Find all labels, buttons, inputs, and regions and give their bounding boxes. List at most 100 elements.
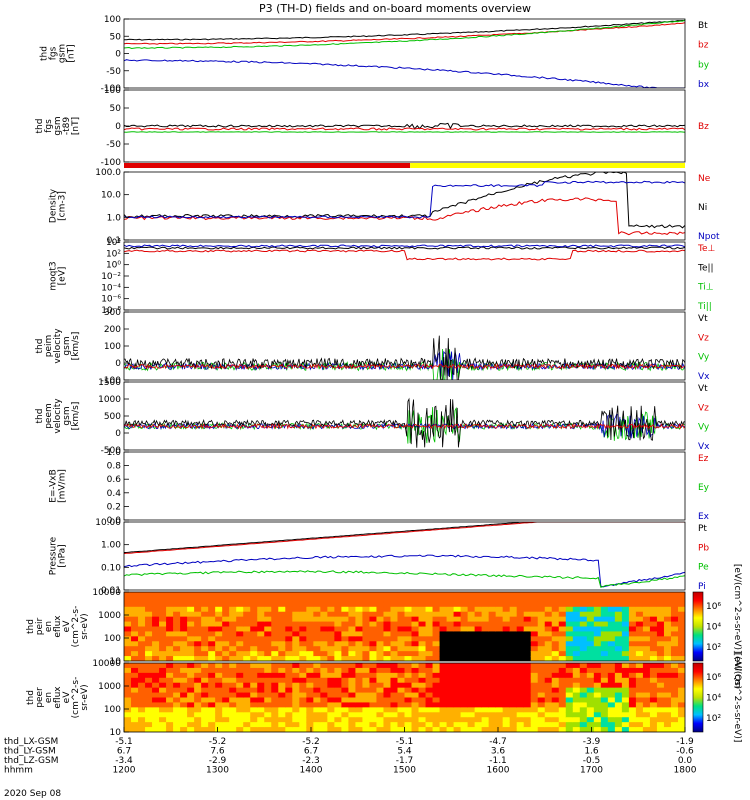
- x-tick-value: -1.9: [676, 737, 694, 747]
- legend-by: by: [698, 60, 710, 70]
- x-tick-value: -5.2: [209, 737, 227, 747]
- x-row-label: thd_LZ-GSM: [4, 756, 59, 766]
- x-tick-value: -0.5: [583, 756, 601, 766]
- colorbar-tick: 10⁴: [706, 623, 721, 633]
- panel-3-plot: [124, 172, 685, 235]
- legend-Bt: Bt: [698, 21, 708, 31]
- figure-title: P3 (TH-D) fields and on-board moments ov…: [259, 2, 531, 15]
- ylabel-line: [km/s]: [71, 402, 81, 431]
- panel-10-colorbar: 10⁶ 10⁴ 10² [eV/(cm^2-s-sr-eV)]: [693, 653, 742, 743]
- legend-Ex: Ex: [698, 512, 710, 522]
- y-tick-label: 1.0: [107, 448, 122, 458]
- ylabel-line: [mV/m]: [58, 469, 68, 503]
- y-tick-label: 100.0: [95, 168, 121, 178]
- y-tick-label: 10.00: [95, 518, 121, 528]
- x-tick-value: 3.6: [491, 747, 506, 757]
- y-tick-label: 10.0: [101, 191, 121, 201]
- legend-Ni: Ni: [698, 203, 707, 213]
- panel-5-frame: [124, 312, 685, 380]
- y-tick-label: 10²: [106, 249, 121, 259]
- y-tick-label: 100: [104, 634, 121, 644]
- legend-Vz: Vz: [698, 403, 709, 413]
- x-tick-value: 1200: [113, 766, 136, 776]
- y-tick-label: 10⁻⁴: [101, 283, 121, 293]
- panel-3: 100.0 10.0 1.0 0.1 Density [cm-3] Ne Ni Npot: [49, 168, 720, 246]
- y-tick-label: -50: [106, 67, 121, 77]
- x-tick-value: 1400: [300, 766, 323, 776]
- x-tick-value: -5.1: [396, 737, 414, 747]
- legend-Vt: Vt: [698, 314, 708, 324]
- panel-7-frame: [124, 452, 685, 520]
- panel-8-ylabel: Pressure [nPa]: [49, 536, 68, 575]
- panel-8-plot: [124, 522, 685, 587]
- series-Te-perp: [124, 250, 685, 260]
- panel-4-ylabel: moqt3 [eV]: [49, 261, 68, 290]
- legend-Ez: Ez: [698, 454, 709, 464]
- status-bar: [124, 163, 685, 168]
- y-tick-label: 0: [115, 50, 121, 60]
- x-row-label: thd_LX-GSM: [4, 737, 58, 747]
- legend-Vx: Vx: [698, 442, 710, 452]
- x-tick-value: 1.6: [584, 747, 599, 757]
- panel-5-plot: [124, 336, 685, 380]
- x-tick-value: -5.2: [302, 737, 320, 747]
- y-tick-label: 0.6: [107, 475, 122, 485]
- y-tick-label: 0.10: [101, 563, 121, 573]
- legend-Pb: Pb: [698, 543, 709, 553]
- x-tick-value: 5.4: [397, 747, 412, 757]
- y-tick-label: 100: [104, 705, 121, 715]
- y-tick-label: 0.8: [107, 462, 122, 472]
- legend-Vt: Vt: [698, 384, 708, 394]
- x-tick-value: -3.4: [115, 756, 133, 766]
- series-Te-par: [124, 247, 685, 249]
- legend-Pi: Pi: [698, 582, 706, 592]
- x-tick-value: 1800: [674, 766, 697, 776]
- y-tick-label: 1.00: [101, 541, 121, 551]
- colorbar-tick: 10⁶: [706, 673, 721, 683]
- ylabel-line: sr-eV): [80, 684, 90, 710]
- series-Vt: [124, 399, 685, 448]
- panel-4: 10⁴10²10⁰10⁻²10⁻⁴10⁻⁶10⁻⁸moqt3 [eV]Te⊥Te|…: [49, 238, 716, 316]
- x-tick-value: -1.7: [396, 756, 414, 766]
- y-tick-label: 1000: [98, 395, 121, 405]
- panel-9-plot: [124, 592, 686, 662]
- y-tick-label: 100: [104, 86, 121, 96]
- x-tick-value: 6.7: [304, 747, 318, 757]
- x-row-label: hhmm: [4, 766, 33, 776]
- y-tick-label: 10⁴: [106, 238, 121, 248]
- panel-4-plot: [124, 245, 685, 260]
- colorbar-label: [eV/(cm^2-s-sr-eV)]: [732, 653, 742, 743]
- colorbar-tick: 10²: [706, 714, 721, 724]
- x-tick-value: 1600: [487, 766, 510, 776]
- panel-6: 150010005000-500thd peem velocity gsm [km/s]…: [35, 378, 710, 456]
- legend-Pe: Pe: [698, 563, 709, 573]
- legend-Pt: Pt: [698, 524, 707, 534]
- y-tick-label: 0: [115, 359, 121, 369]
- y-tick-label: 0: [115, 122, 121, 132]
- panel-10: 10⁶ 10⁴ 10² [eV/(cm^2-s-sr-eV)] 10000 1000 100…: [26, 653, 742, 743]
- legend-bx: bx: [698, 80, 710, 90]
- legend-Ti⊥: Ti⊥: [697, 283, 714, 293]
- y-tick-label: -100: [101, 158, 122, 168]
- y-tick-label: 1500: [98, 378, 121, 388]
- panel-9-ylabel: thd peir en eflux eV (cm^2-s-sr-eV): [26, 606, 90, 648]
- colorbar-tick: 10²: [706, 643, 721, 653]
- ylabel-line: [cm-3]: [58, 191, 68, 221]
- x-tick-value: 1300: [206, 766, 229, 776]
- y-tick-label: 10⁻⁶: [101, 295, 121, 305]
- legend-bz: bz: [698, 41, 709, 51]
- y-tick-label: 0.2: [107, 502, 121, 512]
- panel-3-ylabel: Density [cm-3]: [49, 188, 68, 223]
- y-tick-label: 0: [115, 429, 121, 439]
- y-tick-label: -50: [106, 140, 121, 150]
- legend-Ti||: Ti||: [697, 302, 712, 312]
- panel-2: 100 50 0 -50 -100 thd fgs gsm -t89 [nT] Bz: [35, 86, 709, 168]
- x-tick-value: -5.1: [115, 737, 133, 747]
- x-tick-value: -3.9: [583, 737, 601, 747]
- y-tick-label: 1.0: [107, 213, 122, 223]
- legend-Te||: Te||: [697, 263, 714, 273]
- y-tick-label: 10000: [92, 588, 121, 598]
- x-row-label: thd_LY-GSM: [4, 747, 56, 757]
- panel-2-ylabel: thd fgs gsm -t89 [nT]: [35, 116, 81, 135]
